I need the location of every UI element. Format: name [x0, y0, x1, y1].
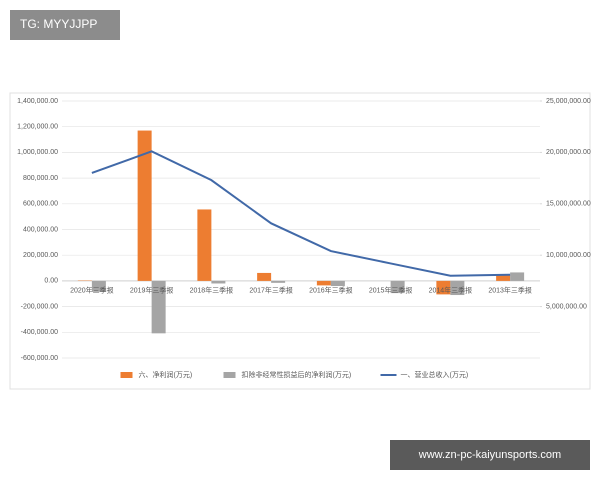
x-tick-label: 2018年三季报	[190, 286, 234, 295]
x-tick-label: 2016年三季报	[309, 286, 353, 295]
y-tick-label: 1,400,000.00	[17, 98, 58, 105]
x-tick-label: 2020年三季报	[70, 286, 114, 295]
bar	[137, 130, 152, 281]
y-tick-label: 0.00	[44, 278, 58, 285]
x-tick-label: 2017年三季报	[249, 286, 293, 295]
y2-tick-label: 10,000,000.00	[546, 252, 591, 259]
bar	[510, 272, 525, 281]
bar	[436, 280, 451, 295]
y-tick-label: 400,000.00	[23, 226, 58, 233]
y-tick-label: 1,000,000.00	[17, 149, 58, 156]
y-tick-label: 800,000.00	[23, 175, 58, 182]
watermark: TG: MYYJJPP	[20, 17, 97, 31]
y-tick-label: 200,000.00	[23, 252, 58, 259]
bar	[271, 280, 286, 283]
watermark: www.zn-pc-kaiyunsports.com	[418, 449, 561, 461]
bar	[211, 280, 226, 284]
bar	[91, 280, 106, 292]
legend-label: 扣除非经常性损益后的净利润(万元)	[242, 370, 352, 379]
bar	[257, 272, 272, 281]
legend-label: 六、净利润(万元)	[139, 370, 193, 379]
y-tick-label: -200,000.00	[21, 303, 58, 310]
legend-swatch	[120, 372, 133, 378]
x-tick-label: 2015年三季报	[369, 286, 413, 295]
chart-frame	[9, 92, 591, 390]
x-tick-label: 2014年三季报	[429, 286, 473, 295]
legend-label: 一、营业总收入(万元)	[401, 370, 469, 379]
line	[91, 150, 511, 277]
bar	[151, 280, 166, 334]
y2-tick-label: 15,000,000.00	[546, 201, 591, 208]
bar	[330, 280, 345, 287]
watermark-box	[390, 440, 590, 470]
y-tick-label: 600,000.00	[23, 201, 58, 208]
legend-swatch	[223, 372, 236, 378]
y2-tick-label: 25,000,000.00	[546, 98, 591, 105]
bar	[496, 275, 511, 281]
y-tick-label: -400,000.00	[21, 329, 58, 336]
x-tick-label: 2013年三季报	[488, 286, 532, 295]
x-tick-label: 2019年三季报	[130, 286, 174, 295]
y2-tick-label: 20,000,000.00	[546, 149, 591, 156]
y-tick-label: 1,200,000.00	[17, 124, 58, 131]
bar	[450, 280, 465, 296]
bar	[197, 209, 212, 281]
watermark-box	[10, 10, 120, 40]
y2-tick-label: 5,000,000.00	[546, 303, 587, 310]
bar	[390, 280, 405, 294]
y-tick-label: -600,000.00	[21, 355, 58, 362]
bar	[316, 280, 331, 286]
